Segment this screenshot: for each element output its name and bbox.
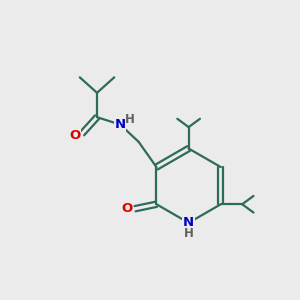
Text: N: N <box>183 216 194 229</box>
Text: H: H <box>184 227 194 240</box>
Text: H: H <box>125 113 135 126</box>
Text: O: O <box>122 202 133 215</box>
Text: O: O <box>69 129 80 142</box>
Text: N: N <box>115 118 126 131</box>
